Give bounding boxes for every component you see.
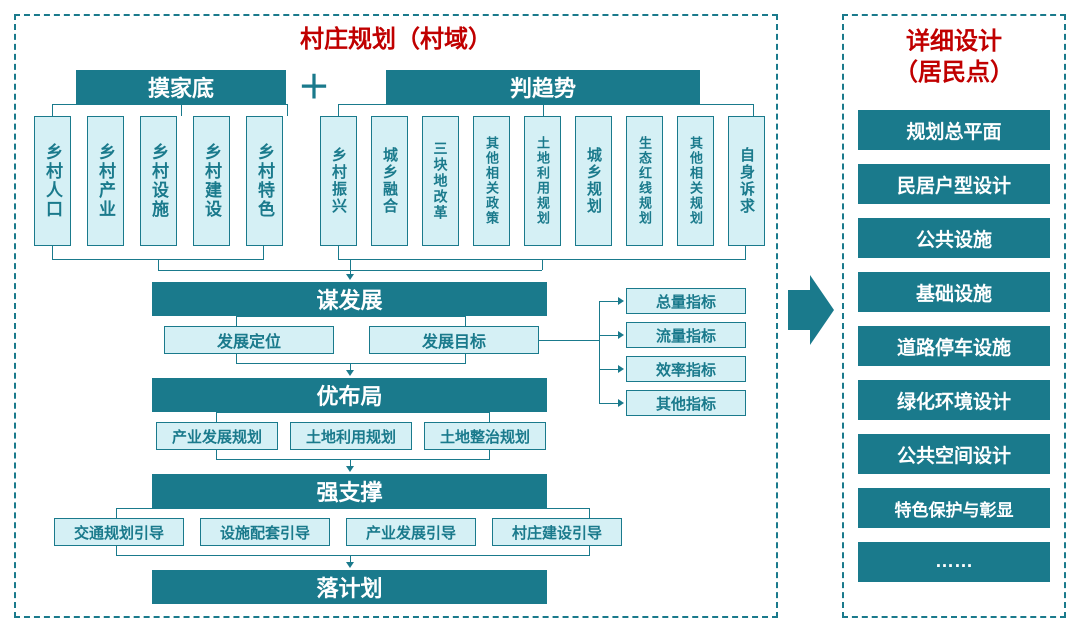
plus-icon: ＋ xyxy=(294,68,334,102)
support-sub-0: 交通规划引导 xyxy=(54,518,184,546)
vcol-r6: 生态红线规划 xyxy=(626,116,663,246)
vline-joinl xyxy=(158,260,159,270)
vline-joinr xyxy=(542,260,543,270)
right-panel: 详细设计 （居民点） 规划总平面 民居户型设计 公共设施 基础设施 道路停车设施… xyxy=(842,14,1066,618)
conn-right-header xyxy=(338,104,754,116)
section-plan: 落计划 xyxy=(152,570,547,604)
conn-dev xyxy=(236,316,466,326)
metric-0: 总量指标 xyxy=(626,288,746,314)
layout-sub-0: 产业发展规划 xyxy=(156,422,278,450)
layout-sub-2: 土地整治规划 xyxy=(424,422,546,450)
hm1 xyxy=(599,335,619,336)
ritem-5: 绿化环境设计 xyxy=(858,380,1050,420)
vcol-l2: 乡村设施 xyxy=(140,116,177,246)
vcol-r5: 城乡规划 xyxy=(575,116,612,246)
vcol-r8: 自身诉求 xyxy=(728,116,765,246)
section-dev: 谋发展 xyxy=(152,282,547,316)
conn-support-bot xyxy=(116,546,590,556)
header-left: 摸家底 xyxy=(76,70,286,104)
tri-to-layout xyxy=(346,370,354,376)
tri-to-plan xyxy=(346,562,354,568)
vcol-r1: 城乡融合 xyxy=(371,116,408,246)
conn-support xyxy=(116,508,590,518)
tri-to-dev xyxy=(346,274,354,280)
ritem-4: 道路停车设施 xyxy=(858,326,1050,366)
ritem-0: 规划总平面 xyxy=(858,110,1050,150)
tri-m1 xyxy=(618,331,624,339)
vcol-r7: 其他相关规划 xyxy=(677,116,714,246)
conn-right-cols xyxy=(338,246,746,260)
vcol-l1: 乡村产业 xyxy=(87,116,124,246)
hm3 xyxy=(599,403,619,404)
tri-m3 xyxy=(618,399,624,407)
support-sub-2: 产业发展引导 xyxy=(346,518,476,546)
right-title-l1: 详细设计 xyxy=(844,26,1064,57)
left-panel: 村庄规划（村域） 摸家底 ＋ 判趋势 乡村人口 乡村产业 乡村设施 乡村建设 乡… xyxy=(14,14,778,618)
vcol-r4: 土地利用规划 xyxy=(524,116,561,246)
dev-sub-0: 发展定位 xyxy=(164,326,334,354)
vcol-l3: 乡村建设 xyxy=(193,116,230,246)
metric-1: 流量指标 xyxy=(626,322,746,348)
vcol-r0: 乡村振兴 xyxy=(320,116,357,246)
hline-join xyxy=(158,270,542,271)
conn-layout-bot xyxy=(216,450,490,460)
vcol-l4: 乡村特色 xyxy=(246,116,283,246)
right-panel-title: 详细设计 （居民点） xyxy=(844,16,1064,94)
section-support: 强支撑 xyxy=(152,474,547,508)
hm0 xyxy=(599,301,619,302)
ritem-3: 基础设施 xyxy=(858,272,1050,312)
ritem-8: …… xyxy=(858,542,1050,582)
right-title-l2: （居民点） xyxy=(844,57,1064,88)
metric-2: 效率指标 xyxy=(626,356,746,382)
section-layout: 优布局 xyxy=(152,378,547,412)
tri-m2 xyxy=(618,365,624,373)
tri-m0 xyxy=(618,297,624,305)
ritem-7: 特色保护与彰显 xyxy=(858,488,1050,528)
arrow-right-icon xyxy=(788,270,834,350)
vcol-r2: 三块地改革 xyxy=(422,116,459,246)
vline-rh xyxy=(543,104,544,116)
vcol-r3: 其他相关政策 xyxy=(473,116,510,246)
layout-sub-1: 土地利用规划 xyxy=(290,422,412,450)
vline-lh xyxy=(181,104,182,116)
vline-metrics xyxy=(599,301,600,403)
ritem-1: 民居户型设计 xyxy=(858,164,1050,204)
conn-left-header xyxy=(52,104,288,116)
support-sub-1: 设施配套引导 xyxy=(200,518,330,546)
conn-dev-bot xyxy=(236,354,466,364)
conn-layout xyxy=(216,412,490,422)
hline-metrics xyxy=(539,340,599,341)
hm2 xyxy=(599,369,619,370)
header-right: 判趋势 xyxy=(386,70,700,104)
left-panel-title: 村庄规划（村域） xyxy=(16,16,776,61)
metric-3: 其他指标 xyxy=(626,390,746,416)
vcol-l0: 乡村人口 xyxy=(34,116,71,246)
tri-to-support xyxy=(346,466,354,472)
ritem-6: 公共空间设计 xyxy=(858,434,1050,474)
support-sub-3: 村庄建设引导 xyxy=(492,518,622,546)
ritem-2: 公共设施 xyxy=(858,218,1050,258)
dev-sub-1: 发展目标 xyxy=(369,326,539,354)
conn-left-cols xyxy=(52,246,264,260)
